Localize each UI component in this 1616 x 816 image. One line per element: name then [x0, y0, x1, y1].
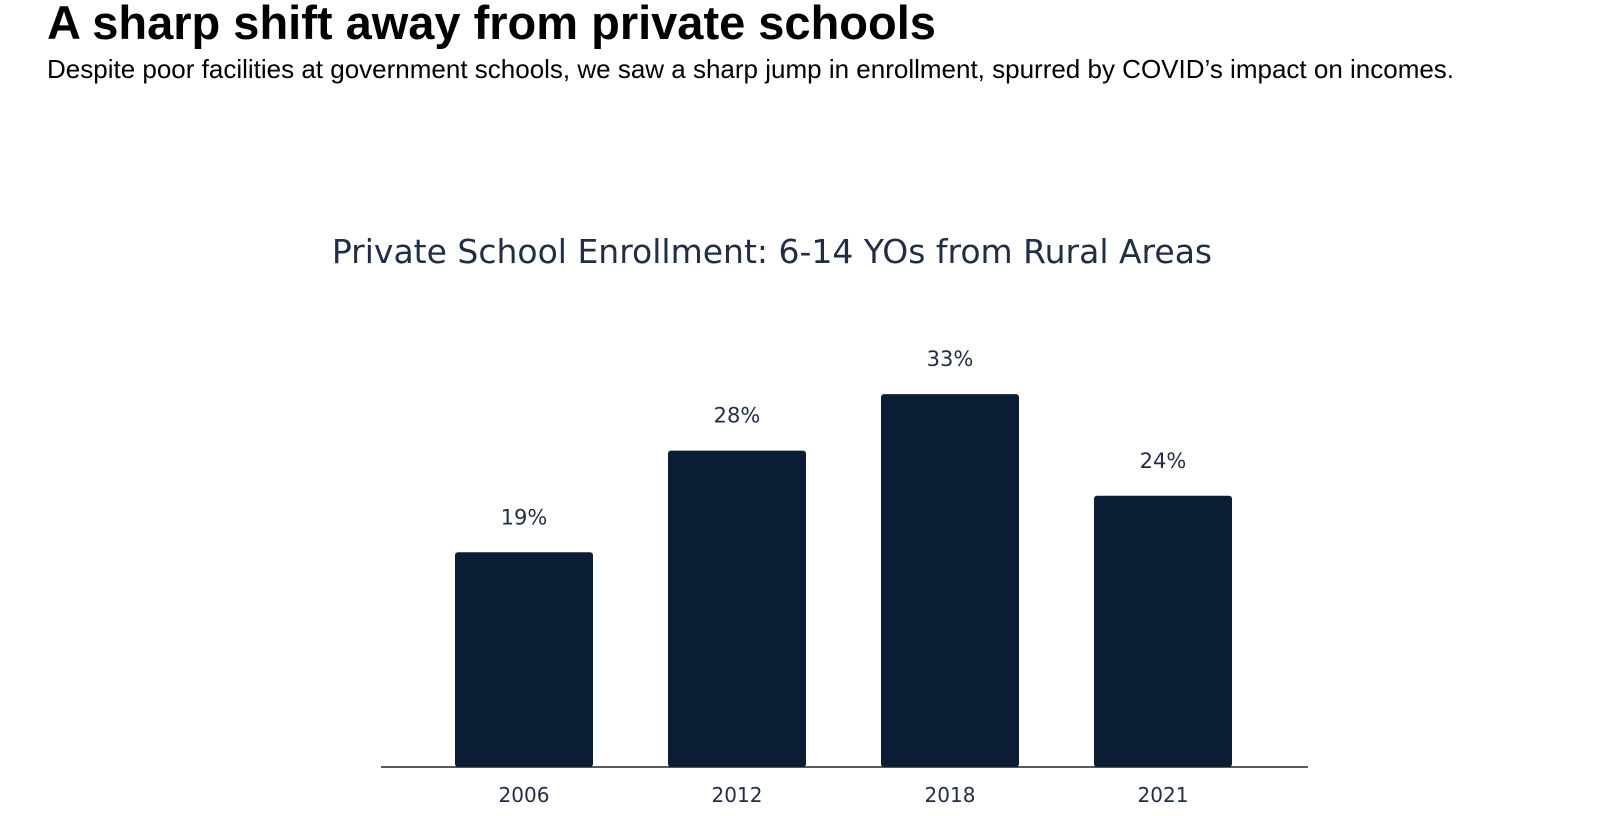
- data-label-2006: 19%: [501, 505, 548, 529]
- bar-2012: [668, 450, 806, 767]
- x-tick-label-2018: 2018: [925, 783, 976, 807]
- data-label-2012: 28%: [714, 404, 761, 428]
- data-label-2018: 33%: [927, 347, 974, 371]
- bar-2021: [1094, 495, 1232, 767]
- page-headline: A sharp shift away from private schools: [47, 0, 936, 49]
- data-label-2021: 24%: [1140, 449, 1187, 473]
- labels-layer: 19% 2006 28% 2012 33% 2018 24% 2021: [499, 347, 1189, 807]
- x-tick-label-2021: 2021: [1138, 783, 1189, 807]
- x-tick-label-2006: 2006: [499, 783, 550, 807]
- chart-title: Private School Enrollment: 6-14 YOs from…: [332, 232, 1212, 271]
- page-subhead: Despite poor facilities at government sc…: [47, 54, 1455, 84]
- bar-2006: [455, 552, 593, 767]
- bar-2018: [881, 394, 1019, 767]
- x-tick-label-2012: 2012: [712, 783, 763, 807]
- bars-layer: [455, 394, 1232, 767]
